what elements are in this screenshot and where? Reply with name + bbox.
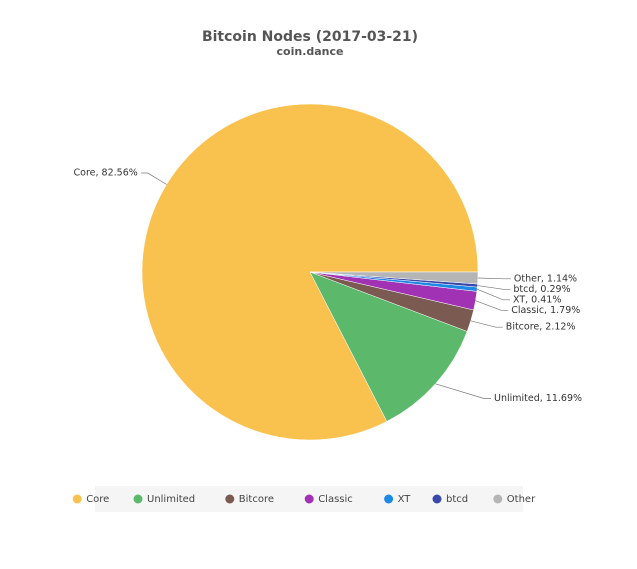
legend-label[interactable]: Classic [318,494,353,505]
legend-label[interactable]: Core [86,494,109,505]
legend-swatch[interactable] [225,494,235,504]
label-connector [435,383,491,399]
legend-swatch[interactable] [432,494,442,504]
data-label: Bitcore, 2.12% [506,322,576,333]
legend-swatch[interactable] [133,494,143,504]
label-connector [475,300,509,311]
chart-subtitle: coin.dance [277,45,344,58]
label-connector [477,277,511,280]
data-label: Classic, 1.79% [511,305,580,316]
label-connector [470,320,503,328]
data-label: Other, 1.14% [514,273,577,284]
legend-label[interactable]: XT [398,494,412,505]
legend-label[interactable]: Unlimited [147,494,195,505]
data-label: Unlimited, 11.69% [494,393,582,404]
legend-swatch[interactable] [304,494,314,504]
data-label: XT, 0.41% [513,294,561,305]
legend-label[interactable]: Other [507,494,536,505]
label-connector [477,285,511,290]
legend-swatch[interactable] [384,494,394,504]
data-label: Core, 82.56% [74,168,138,179]
legend-label[interactable]: Bitcore [239,494,274,505]
data-label: btcd, 0.29% [513,284,570,295]
legend-swatch[interactable] [72,494,82,504]
pie-slice [309,271,479,285]
label-connector [476,288,510,301]
legend-label[interactable]: btcd [446,494,468,505]
legend-swatch[interactable] [493,494,503,504]
chart-title: Bitcoin Nodes (2017-03-21) [202,29,418,45]
label-connector [140,172,167,185]
